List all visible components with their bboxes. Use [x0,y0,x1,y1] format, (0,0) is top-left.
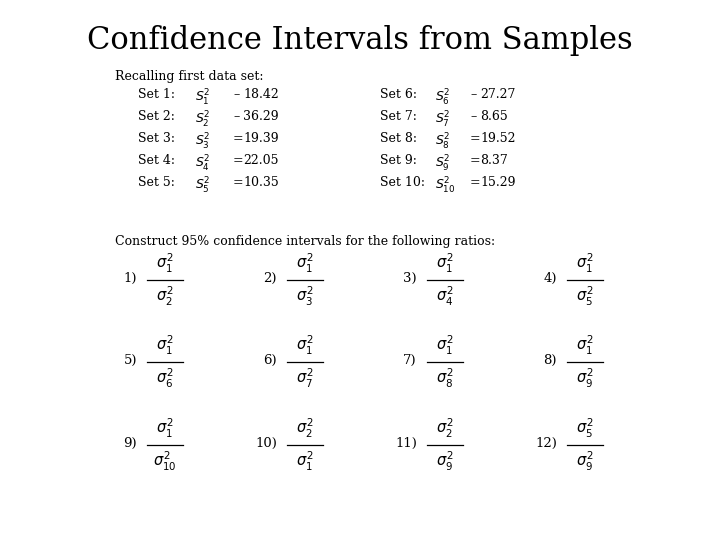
Text: $\sigma_{10}^2$: $\sigma_{10}^2$ [153,450,177,473]
Text: $\sigma_8^2$: $\sigma_8^2$ [436,367,454,390]
Text: =: = [470,132,481,145]
Text: –: – [233,110,239,123]
Text: 3): 3) [403,272,417,285]
Text: $\sigma_1^2$: $\sigma_1^2$ [156,252,174,275]
Text: 19.39: 19.39 [243,132,279,145]
Text: Set 6:: Set 6: [380,88,417,101]
Text: $\sigma_5^2$: $\sigma_5^2$ [576,285,594,308]
Text: Set 5:: Set 5: [138,176,175,189]
Text: 12): 12) [535,436,557,449]
Text: 6): 6) [264,354,277,367]
Text: $\sigma_4^2$: $\sigma_4^2$ [436,285,454,308]
Text: $S_2^2$: $S_2^2$ [195,110,210,130]
Text: Set 4:: Set 4: [138,154,175,167]
Text: 2): 2) [264,272,277,285]
Text: Recalling first data set:: Recalling first data set: [115,70,264,83]
Text: Set 10:: Set 10: [380,176,425,189]
Text: Set 7:: Set 7: [380,110,417,123]
Text: $\sigma_1^2$: $\sigma_1^2$ [156,334,174,357]
Text: Construct 95% confidence intervals for the following ratios:: Construct 95% confidence intervals for t… [115,235,495,248]
Text: 11): 11) [395,436,417,449]
Text: $S_7^2$: $S_7^2$ [435,110,451,130]
Text: 18.42: 18.42 [243,88,279,101]
Text: $\sigma_1^2$: $\sigma_1^2$ [436,334,454,357]
Text: 8.37: 8.37 [480,154,508,167]
Text: $\sigma_1^2$: $\sigma_1^2$ [297,334,314,357]
Text: $\sigma_9^2$: $\sigma_9^2$ [436,450,454,473]
Text: $S_6^2$: $S_6^2$ [435,88,451,108]
Text: $\sigma_9^2$: $\sigma_9^2$ [576,450,594,473]
Text: $S_3^2$: $S_3^2$ [195,132,210,152]
Text: $\sigma_5^2$: $\sigma_5^2$ [576,417,594,440]
Text: $\sigma_1^2$: $\sigma_1^2$ [576,334,594,357]
Text: =: = [470,154,481,167]
Text: 5): 5) [124,354,137,367]
Text: $\sigma_1^2$: $\sigma_1^2$ [156,417,174,440]
Text: =: = [233,154,243,167]
Text: $\sigma_1^2$: $\sigma_1^2$ [576,252,594,275]
Text: =: = [233,176,243,189]
Text: $S_1^2$: $S_1^2$ [195,88,210,108]
Text: $S_{10}^2$: $S_{10}^2$ [435,176,456,196]
Text: Set 8:: Set 8: [380,132,417,145]
Text: –: – [470,88,476,101]
Text: 27.27: 27.27 [480,88,516,101]
Text: Set 1:: Set 1: [138,88,175,101]
Text: 8.65: 8.65 [480,110,508,123]
Text: $\sigma_9^2$: $\sigma_9^2$ [576,367,594,390]
Text: $\sigma_3^2$: $\sigma_3^2$ [297,285,314,308]
Text: 9): 9) [123,436,137,449]
Text: 10.35: 10.35 [243,176,279,189]
Text: –: – [470,110,476,123]
Text: =: = [233,132,243,145]
Text: $S_5^2$: $S_5^2$ [195,176,210,196]
Text: Set 2:: Set 2: [138,110,175,123]
Text: $\sigma_2^2$: $\sigma_2^2$ [436,417,454,440]
Text: Confidence Intervals from Samples: Confidence Intervals from Samples [87,25,633,56]
Text: 22.05: 22.05 [243,154,279,167]
Text: 7): 7) [403,354,417,367]
Text: $\sigma_1^2$: $\sigma_1^2$ [436,252,454,275]
Text: 15.29: 15.29 [480,176,516,189]
Text: Set 9:: Set 9: [380,154,417,167]
Text: $S_4^2$: $S_4^2$ [195,154,210,174]
Text: Set 3:: Set 3: [138,132,175,145]
Text: $\sigma_1^2$: $\sigma_1^2$ [297,252,314,275]
Text: 10): 10) [255,436,277,449]
Text: $\sigma_7^2$: $\sigma_7^2$ [297,367,314,390]
Text: $\sigma_1^2$: $\sigma_1^2$ [297,450,314,473]
Text: =: = [470,176,481,189]
Text: –: – [233,88,239,101]
Text: $\sigma_6^2$: $\sigma_6^2$ [156,367,174,390]
Text: $\sigma_2^2$: $\sigma_2^2$ [297,417,314,440]
Text: $S_9^2$: $S_9^2$ [435,154,451,174]
Text: 36.29: 36.29 [243,110,279,123]
Text: 8): 8) [544,354,557,367]
Text: 1): 1) [124,272,137,285]
Text: 19.52: 19.52 [480,132,516,145]
Text: 4): 4) [544,272,557,285]
Text: $S_8^2$: $S_8^2$ [435,132,451,152]
Text: $\sigma_2^2$: $\sigma_2^2$ [156,285,174,308]
